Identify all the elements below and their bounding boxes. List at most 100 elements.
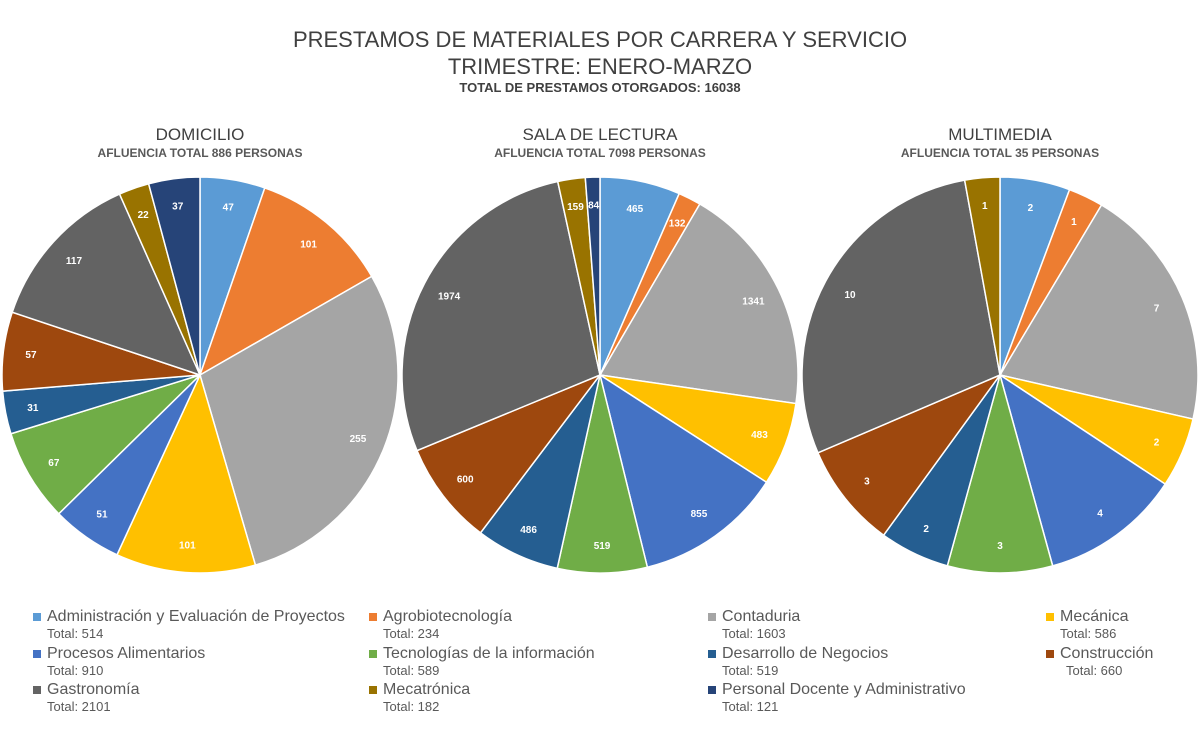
legend-item: Construcción Total: 660 [1046, 645, 1153, 678]
legend-total: Total: 519 [722, 663, 779, 678]
slice-value-label: 4 [1097, 508, 1103, 519]
slice-value-label: 31 [27, 403, 39, 414]
slice-value-label: 1 [1071, 217, 1077, 228]
legend-total: Total: 182 [383, 699, 440, 714]
legend-swatch [708, 686, 716, 694]
pie-slice [946, 372, 1054, 574]
chart-title: DOMICILIO [155, 125, 245, 144]
main-title: PRESTAMOS DE MATERIALES POR CARRERA Y SE… [292, 27, 908, 52]
legend-total: Total: 121 [722, 699, 779, 714]
pie-slice [401, 180, 601, 452]
slice-value-label: 22 [138, 210, 150, 221]
slice-value-label: 486 [520, 525, 537, 536]
slice-value-label: 3 [864, 477, 870, 488]
pie-chart-sala-de-lectura: SALA DE LECTURA AFLUENCIA TOTAL 7098 PER… [400, 125, 800, 585]
pie-slice [584, 176, 601, 376]
slice-value-label: 101 [300, 239, 317, 250]
legend-total: Total: 2101 [47, 699, 111, 714]
slice-value-label: 159 [567, 202, 584, 213]
legend-total: Total: 514 [47, 626, 104, 641]
pie-svg: 465 132 1341 483 855 519 486 600 1974 159 84 [401, 176, 799, 574]
pie-svg: 47 101 255 101 51 67 31 57 117 22 37 [1, 176, 399, 574]
slice-value-label: 600 [457, 475, 474, 486]
main-subtitle: TRIMESTRE: ENERO-MARZO [447, 54, 753, 79]
legend-swatch [369, 650, 377, 658]
slice-value-label: 117 [66, 256, 83, 267]
legend: Administración y Evaluación de Proyectos… [0, 608, 1200, 718]
legend-swatch [708, 650, 716, 658]
slice-value-label: 483 [751, 430, 768, 441]
chart-title: SALA DE LECTURA [522, 125, 678, 144]
slice-value-label: 3 [997, 541, 1003, 552]
slice-value-label: 1341 [742, 297, 765, 308]
slice-value-label: 2 [1154, 437, 1160, 448]
legend-label: Gastronomía [47, 681, 140, 698]
legend-item: Mecatrónica Total: 182 [369, 681, 470, 714]
legend-swatch [369, 613, 377, 621]
slice-value-label: 2 [1028, 203, 1034, 214]
pie-slice [9, 374, 201, 515]
slice-value-label: 855 [691, 509, 708, 520]
pie-slice [198, 186, 373, 377]
slice-value-label: 101 [179, 540, 196, 551]
chart-header: PRESTAMOS DE MATERIALES POR CARRERA Y SE… [0, 26, 1200, 96]
legend-item: Gastronomía Total: 2101 [33, 681, 139, 714]
legend-label: Desarrollo de Negocios [722, 645, 889, 662]
legend-swatch [1046, 613, 1054, 621]
legend-label: Procesos Alimentarios [47, 645, 206, 662]
legend-label: Contaduria [722, 608, 801, 625]
pie-slice [416, 373, 603, 534]
pie-chart-multimedia: MULTIMEDIA AFLUENCIA TOTAL 35 PERSONAS 2… [800, 125, 1200, 585]
pie-slice [801, 179, 1001, 454]
legend-label: Tecnologías de la información [383, 645, 595, 662]
chart-title: MULTIMEDIA [948, 125, 1052, 144]
legend-label: Construcción [1060, 645, 1154, 662]
pie-slice [816, 373, 1003, 537]
slice-value-label: 1974 [438, 292, 461, 303]
legend-item: Procesos Alimentarios Total: 910 [33, 645, 205, 678]
chart-subtitle: AFLUENCIA TOTAL 886 PERSONAS [97, 146, 303, 160]
slice-value-label: 51 [96, 510, 108, 521]
legend-label: Personal Docente y Administrativo [722, 681, 966, 698]
legend-total: Total: 586 [1060, 626, 1117, 641]
chart-subtitle: AFLUENCIA TOTAL 7098 PERSONAS [494, 146, 706, 160]
legend-item: Agrobiotecnología Total: 234 [369, 608, 512, 641]
legend-total: Total: 234 [383, 626, 440, 641]
pie-slice [998, 373, 1167, 567]
legend-label: Mecánica [1060, 608, 1129, 625]
slice-value-label: 57 [25, 350, 37, 361]
slice-value-label: 465 [626, 204, 643, 215]
pie-slice [147, 176, 201, 376]
legend-total: Total: 910 [47, 663, 104, 678]
legend-total: Total: 589 [383, 663, 440, 678]
legend-total: Total: 660 [1066, 663, 1123, 678]
legend-swatch [33, 686, 41, 694]
pie-slice [963, 176, 1001, 376]
slice-value-label: 1 [982, 201, 988, 212]
slice-value-label: 37 [172, 202, 184, 213]
total-loans-text: TOTAL DE PRESTAMOS OTORGADOS: 16038 [459, 80, 741, 95]
pie-slice [598, 202, 799, 405]
slice-value-label: 132 [669, 219, 686, 230]
legend-item: Personal Docente y Administrativo Total:… [708, 681, 966, 714]
chart-subtitle: AFLUENCIA TOTAL 35 PERSONAS [900, 146, 1100, 160]
legend-item: Contaduria Total: 1603 [708, 608, 800, 641]
pie-slice [199, 275, 399, 567]
legend-label: Mecatrónica [383, 681, 471, 698]
legend-swatch [369, 686, 377, 694]
slice-value-label: 10 [844, 290, 856, 301]
slice-value-label: 47 [223, 203, 235, 214]
legend-swatch [1046, 650, 1054, 658]
legend-item: Desarrollo de Negocios Total: 519 [708, 645, 888, 678]
pie-slice [115, 372, 257, 574]
pie-svg: 2 1 7 2 4 3 2 3 10 1 [801, 176, 1199, 574]
slice-value-label: 519 [594, 541, 611, 552]
legend-swatch [33, 613, 41, 621]
slice-value-label: 2 [923, 524, 929, 535]
legend-item: Tecnologías de la información Total: 589 [369, 645, 595, 678]
legend-swatch [708, 613, 716, 621]
legend-label: Agrobiotecnología [383, 608, 512, 625]
pie-slice [998, 203, 1199, 420]
legend-swatch [33, 650, 41, 658]
pie-slice [11, 193, 202, 377]
